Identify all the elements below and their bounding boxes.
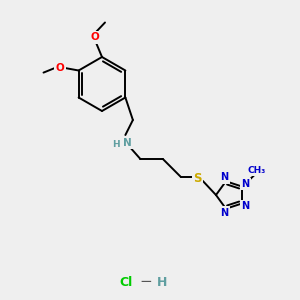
- Text: N: N: [242, 179, 250, 189]
- Text: H: H: [112, 140, 120, 149]
- Text: N: N: [242, 201, 250, 211]
- Text: H: H: [157, 275, 167, 289]
- Text: CH₃: CH₃: [248, 166, 266, 175]
- Text: N: N: [220, 172, 229, 182]
- Text: O: O: [90, 32, 99, 42]
- Text: −: −: [139, 274, 152, 290]
- Text: O: O: [56, 63, 64, 73]
- Text: Cl: Cl: [119, 275, 133, 289]
- Text: S: S: [193, 172, 202, 185]
- Text: N: N: [220, 208, 229, 218]
- Text: N: N: [122, 137, 131, 148]
